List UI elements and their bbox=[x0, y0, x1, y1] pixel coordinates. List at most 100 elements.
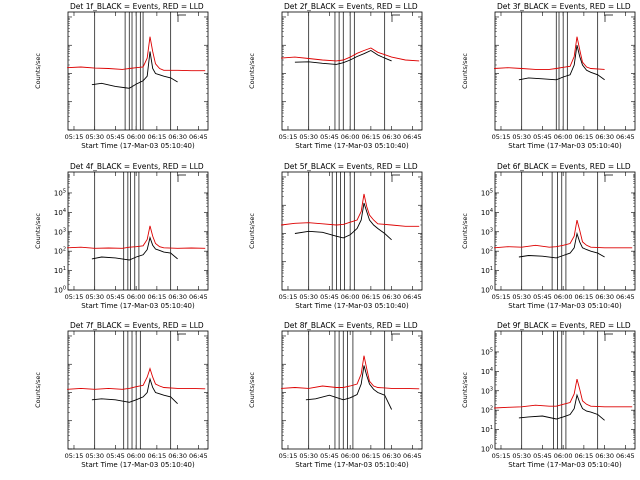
series-lld-line bbox=[494, 219, 633, 249]
series-events-line bbox=[518, 45, 605, 81]
x-tick-label: 06:45 bbox=[403, 452, 422, 460]
x-axis-label: Start Time (17-Mar-03 05:10:40) bbox=[81, 461, 195, 469]
plot-frame bbox=[494, 330, 636, 450]
series-lld-line bbox=[281, 355, 420, 390]
plot-frame bbox=[494, 11, 636, 131]
plot-frame bbox=[281, 330, 423, 450]
y-tick-label: 100 bbox=[54, 286, 66, 295]
x-tick-label: 06:45 bbox=[403, 133, 422, 141]
x-tick-label: 06:00 bbox=[341, 133, 360, 141]
x-tick-label: 06:15 bbox=[148, 133, 167, 141]
series-lld-line bbox=[494, 36, 605, 70]
x-tick-label: 06:30 bbox=[382, 133, 401, 141]
panel-title: Det 2f_BLACK = Events, RED = LLD bbox=[284, 2, 418, 11]
detector-panel-2: Det 2f_BLACK = Events, RED = LLD Counts/s… bbox=[248, 2, 423, 150]
panel-title: Det 6f_BLACK = Events, RED = LLD bbox=[497, 162, 631, 171]
y-axis-label: Counts/sec bbox=[34, 372, 42, 408]
x-tick-label: 06:00 bbox=[554, 452, 573, 460]
series-events-line bbox=[294, 202, 392, 241]
x-tick-label: 05:30 bbox=[512, 293, 531, 301]
x-axis-label: Start Time (17-Mar-03 05:10:40) bbox=[81, 142, 195, 150]
x-tick-label: 06:15 bbox=[362, 452, 381, 460]
x-axis-label: Start Time (17-Mar-03 05:10:40) bbox=[295, 142, 409, 150]
x-tick-label: 05:45 bbox=[106, 133, 125, 141]
x-tick-label: 06:15 bbox=[362, 133, 381, 141]
series-events-line bbox=[91, 235, 178, 261]
x-tick-label: 06:30 bbox=[382, 452, 401, 460]
series-lld-line bbox=[67, 225, 206, 249]
y-tick-label: 102 bbox=[481, 247, 493, 256]
x-tick-label: 05:15 bbox=[492, 293, 511, 301]
x-tick-label: 05:30 bbox=[512, 133, 531, 141]
corner-bracket bbox=[604, 14, 613, 22]
x-tick-label: 06:15 bbox=[575, 452, 594, 460]
y-tick-label: 104 bbox=[54, 208, 66, 217]
detector-panel-7: Det 7f_BLACK = Events, RED = LLD Counts/s… bbox=[34, 321, 209, 469]
y-tick-label: 103 bbox=[481, 227, 493, 236]
x-tick-label: 06:00 bbox=[554, 293, 573, 301]
x-tick-label: 05:30 bbox=[85, 293, 104, 301]
x-tick-label: 06:00 bbox=[341, 293, 360, 301]
x-tick-label: 06:30 bbox=[382, 293, 401, 301]
plot-frame bbox=[494, 171, 636, 291]
y-axis-label: Counts/sec bbox=[461, 213, 469, 249]
x-tick-label: 06:00 bbox=[127, 293, 146, 301]
x-tick-label: 06:15 bbox=[148, 452, 167, 460]
y-tick-label: 105 bbox=[481, 188, 493, 197]
x-tick-label: 05:45 bbox=[533, 452, 552, 460]
series-events-line bbox=[91, 51, 178, 89]
x-tick-label: 05:30 bbox=[85, 133, 104, 141]
x-axis-label: Start Time (17-Mar-03 05:10:40) bbox=[508, 142, 622, 150]
y-tick-label: 102 bbox=[54, 247, 66, 256]
corner-bracket bbox=[391, 174, 400, 182]
plot-frame bbox=[281, 171, 423, 291]
x-tick-label: 06:45 bbox=[616, 133, 635, 141]
x-tick-label: 05:45 bbox=[106, 452, 125, 460]
x-tick-label: 06:00 bbox=[554, 133, 573, 141]
x-axis-label: Start Time (17-Mar-03 05:10:40) bbox=[508, 302, 622, 310]
detector-panel-6: Det 6f_BLACK = Events, RED = LLD 100 101 10… bbox=[461, 162, 636, 310]
panel-title: Det 7f_BLACK = Events, RED = LLD bbox=[70, 321, 204, 330]
y-tick-label: 102 bbox=[481, 406, 493, 415]
x-tick-label: 06:00 bbox=[341, 452, 360, 460]
y-tick-label: 103 bbox=[481, 386, 493, 395]
detector-panel-1: Det 1f_BLACK = Events, RED = LLD Counts/s… bbox=[34, 2, 209, 150]
y-axis-label: Counts/sec bbox=[248, 372, 256, 408]
x-tick-label: 05:45 bbox=[320, 452, 339, 460]
x-tick-label: 06:45 bbox=[189, 293, 208, 301]
x-tick-label: 06:15 bbox=[362, 293, 381, 301]
x-tick-label: 06:45 bbox=[189, 133, 208, 141]
corner-bracket bbox=[177, 14, 186, 22]
x-tick-label: 05:30 bbox=[299, 293, 318, 301]
x-tick-label: 06:30 bbox=[168, 133, 187, 141]
series-lld-line bbox=[494, 378, 633, 409]
y-tick-label: 101 bbox=[481, 425, 493, 434]
x-tick-label: 06:30 bbox=[595, 293, 614, 301]
x-tick-label: 05:30 bbox=[512, 452, 531, 460]
plot-frame bbox=[67, 330, 209, 450]
series-events-line bbox=[91, 377, 178, 405]
y-tick-label: 103 bbox=[54, 227, 66, 236]
y-tick-label: 104 bbox=[481, 208, 493, 217]
x-tick-label: 05:15 bbox=[65, 133, 84, 141]
x-tick-label: 05:45 bbox=[533, 293, 552, 301]
series-lld-line bbox=[281, 47, 420, 62]
corner-bracket bbox=[177, 333, 186, 341]
x-tick-label: 05:45 bbox=[533, 133, 552, 141]
plot-frame bbox=[67, 11, 209, 131]
plot-frame bbox=[281, 11, 423, 131]
x-tick-label: 05:15 bbox=[279, 452, 298, 460]
x-tick-label: 05:15 bbox=[492, 452, 511, 460]
x-tick-label: 05:45 bbox=[320, 133, 339, 141]
panel-title: Det 5f_BLACK = Events, RED = LLD bbox=[284, 162, 418, 171]
y-axis-label: Counts/sec bbox=[461, 53, 469, 89]
y-axis-label: Counts/sec bbox=[34, 53, 42, 89]
x-axis-label: Start Time (17-Mar-03 05:10:40) bbox=[81, 302, 195, 310]
y-tick-label: 104 bbox=[481, 367, 493, 376]
x-tick-label: 06:15 bbox=[575, 293, 594, 301]
x-tick-label: 06:00 bbox=[127, 452, 146, 460]
corner-bracket bbox=[177, 174, 186, 182]
x-axis-label: Start Time (17-Mar-03 05:10:40) bbox=[295, 302, 409, 310]
detector-panel-8: Det 8f_BLACK = Events, RED = LLD Counts/s… bbox=[248, 321, 423, 469]
y-tick-label: 101 bbox=[54, 266, 66, 275]
